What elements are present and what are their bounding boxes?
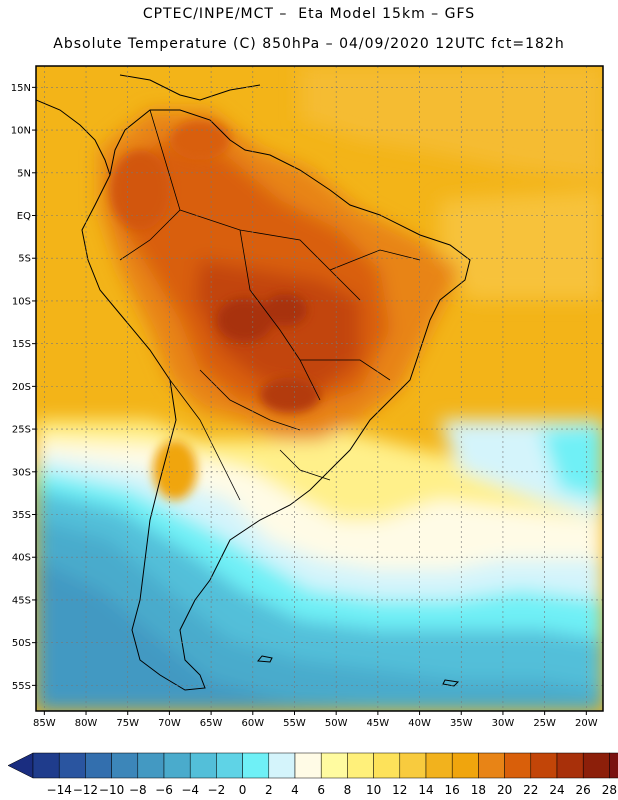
lat-label: 5S (18, 254, 31, 265)
colorbar-swatch (294, 752, 322, 779)
lon-label: 60W (241, 718, 264, 729)
latitude-labels: 15N 10N 5N EQ 5S 10S 15S 20S 25S 30S 35S 40S 45S 50S 5… (11, 83, 36, 692)
colorbar-swatch (58, 752, 86, 779)
lat-label: 35S (12, 510, 31, 521)
lon-label: 55W (283, 718, 306, 729)
lon-label: 40W (408, 718, 431, 729)
colorbar-swatch (189, 752, 217, 779)
colorbar-low-arrow (7, 752, 34, 779)
lat-label: 15S (12, 339, 31, 350)
lat-label: 20S (12, 382, 31, 393)
colorbar-swatch (216, 752, 243, 779)
lat-label: 30S (12, 467, 31, 478)
colorbar-label: 22 (523, 783, 538, 797)
lon-label: 75W (116, 718, 139, 729)
lon-label: 65W (200, 718, 223, 729)
colorbar-label: 20 (497, 783, 512, 797)
colorbar-label: 12 (392, 783, 407, 797)
colorbar-swatch (373, 752, 401, 779)
colorbar-label: −6 (155, 783, 173, 797)
colorbar-label: −10 (99, 783, 124, 797)
temperature-field (36, 66, 603, 711)
lon-label: 50W (325, 718, 348, 729)
colorbar-label: 14 (418, 783, 433, 797)
colorbar-label: −14 (47, 783, 72, 797)
lat-label: 45S (12, 595, 31, 606)
country-borders (119, 109, 421, 501)
lat-label: 15N (11, 83, 31, 94)
lat-label: 25S (12, 425, 31, 436)
colorbar-swatch (32, 752, 60, 779)
caribbean-coast (119, 74, 261, 101)
falkland-islands (257, 655, 460, 687)
lat-label: 40S (12, 553, 31, 564)
central-america-coastline (36, 99, 111, 176)
colorbar-swatch (504, 752, 532, 779)
lon-label: 25W (533, 718, 556, 729)
colorbar-label: 18 (471, 783, 486, 797)
colorbar-label: −12 (73, 783, 98, 797)
colorbar-swatch (582, 752, 610, 779)
lat-label: 10S (12, 296, 31, 307)
colorbar-label: 8 (344, 783, 352, 797)
colorbar-swatch (451, 752, 479, 779)
colorbar-label: 6 (317, 783, 325, 797)
colorbar-swatch (320, 752, 348, 779)
south-america-coastline (81, 109, 471, 691)
lat-label: 5N (17, 168, 31, 179)
colorbar-swatch (111, 752, 139, 779)
colorbar-swatch (242, 752, 270, 779)
lat-label: 10N (11, 126, 31, 137)
colorbar-swatch (137, 752, 165, 779)
map-frame (35, 65, 604, 712)
colorbar-swatch (268, 752, 296, 779)
colorbar-swatch (425, 752, 453, 779)
colorbar-label: 10 (366, 783, 381, 797)
coastlines-and-borders (36, 74, 471, 691)
colorbar-label: −4 (181, 783, 199, 797)
lon-label: 30W (492, 718, 515, 729)
lat-label: 50S (12, 638, 31, 649)
colorbar-label: 16 (445, 783, 460, 797)
colorbar-swatch (399, 752, 427, 779)
colorbar-label: 26 (576, 783, 591, 797)
colorbar-swatch (530, 752, 558, 779)
colorbar-label: 24 (549, 783, 564, 797)
colorbar-swatch (163, 752, 191, 779)
colorbar-label: −8 (129, 783, 147, 797)
lon-label: 20W (575, 718, 598, 729)
colorbar-label: 2 (265, 783, 273, 797)
lon-label: 70W (158, 718, 181, 729)
colorbar-label: 4 (291, 783, 299, 797)
lon-label: 85W (33, 718, 56, 729)
colorbar-swatch (85, 752, 112, 779)
colorbar-swatch (347, 752, 374, 779)
lat-label: EQ (17, 211, 31, 222)
colorbar-label: 0 (239, 783, 247, 797)
colorbar-swatch (478, 752, 505, 779)
colorbar-swatch (609, 752, 618, 779)
colorbar-label: −2 (208, 783, 226, 797)
map-title-line2: Absolute Temperature (C) 850hPa – 04/09/… (53, 36, 565, 52)
longitude-labels: 85W 80W 75W 70W 65W 60W 55W 50W 45W 40W 35W 30W 25W 2… (33, 711, 598, 729)
colorbar-label: 28 (602, 783, 617, 797)
colorbar-swatch (556, 752, 584, 779)
map-title-line1: CPTEC/INPE/MCT – Eta Model 15km – GFS (142, 6, 476, 22)
lat-label: 55S (12, 681, 31, 692)
lon-label: 35W (450, 718, 473, 729)
lon-label: 45W (367, 718, 390, 729)
lon-label: 80W (75, 718, 98, 729)
